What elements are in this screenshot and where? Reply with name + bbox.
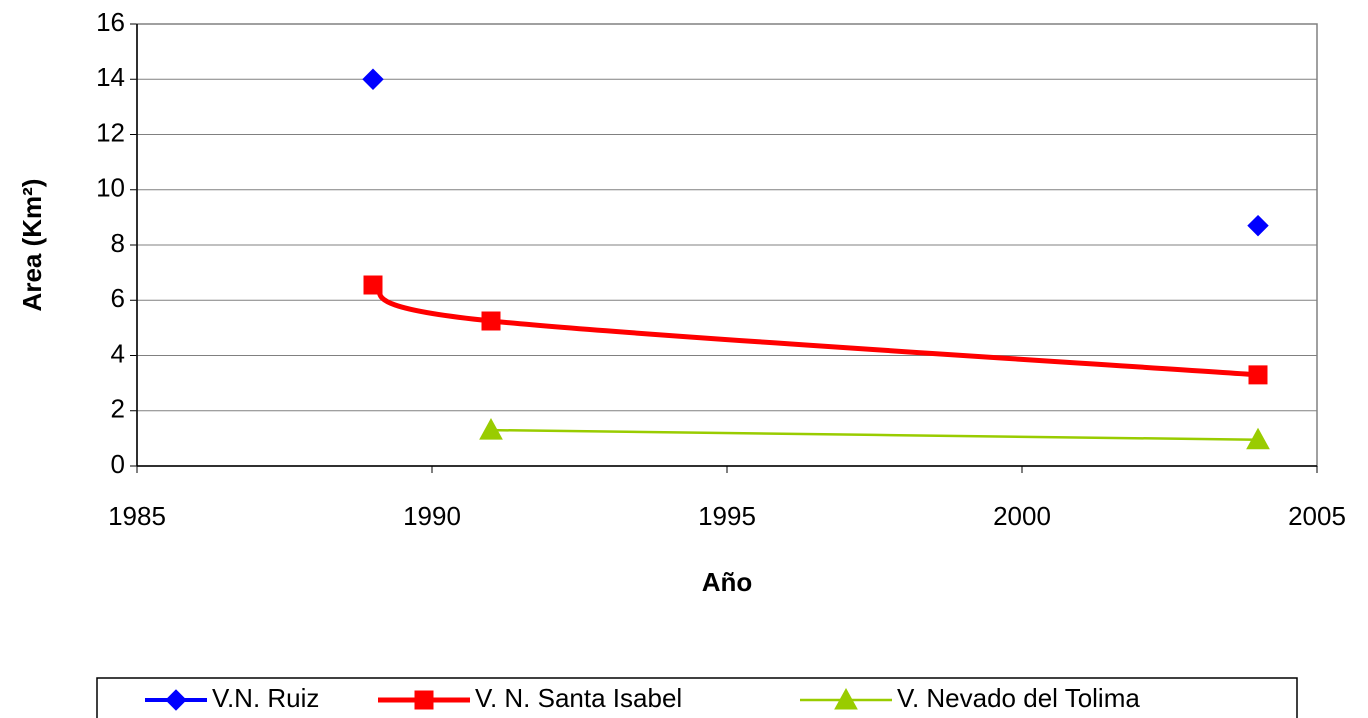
legend-label: V.N. Ruiz [212, 683, 319, 713]
y-tick-label: 6 [111, 283, 125, 313]
series-line [372, 282, 1259, 378]
marker-square [1248, 365, 1268, 385]
marker-triangle [479, 418, 503, 440]
x-tick-label: 1985 [108, 501, 166, 531]
marker-diamond [1247, 214, 1269, 237]
marker-triangle [834, 687, 858, 710]
y-tick-label: 4 [111, 338, 125, 368]
y-axis-title: Area (Km²) [17, 179, 47, 312]
series-line [490, 428, 1259, 442]
y-tick-label: 2 [111, 394, 125, 424]
x-axis-title: Año [702, 567, 753, 597]
legend-box [96, 677, 1298, 718]
marker-square [481, 311, 501, 331]
marker-triangle [1246, 427, 1270, 450]
marker-diamond [362, 68, 384, 90]
y-tick-label: 16 [96, 7, 125, 37]
marker-square [363, 275, 383, 295]
x-tick-label: 2005 [1288, 501, 1346, 531]
x-tick-label: 1990 [403, 501, 461, 531]
legend-label: V. N. Santa Isabel [475, 683, 682, 713]
y-tick-label: 0 [111, 449, 125, 479]
y-tick-label: 12 [96, 117, 125, 147]
marker-square [414, 690, 434, 710]
x-tick-label: 2000 [993, 501, 1051, 531]
y-tick-label: 8 [111, 228, 125, 258]
y-tick-label: 10 [96, 173, 125, 203]
y-tick-label: 14 [96, 62, 125, 92]
legend-label: V. Nevado del Tolima [897, 683, 1140, 713]
marker-diamond [165, 689, 187, 711]
x-tick-label: 1995 [698, 501, 756, 531]
